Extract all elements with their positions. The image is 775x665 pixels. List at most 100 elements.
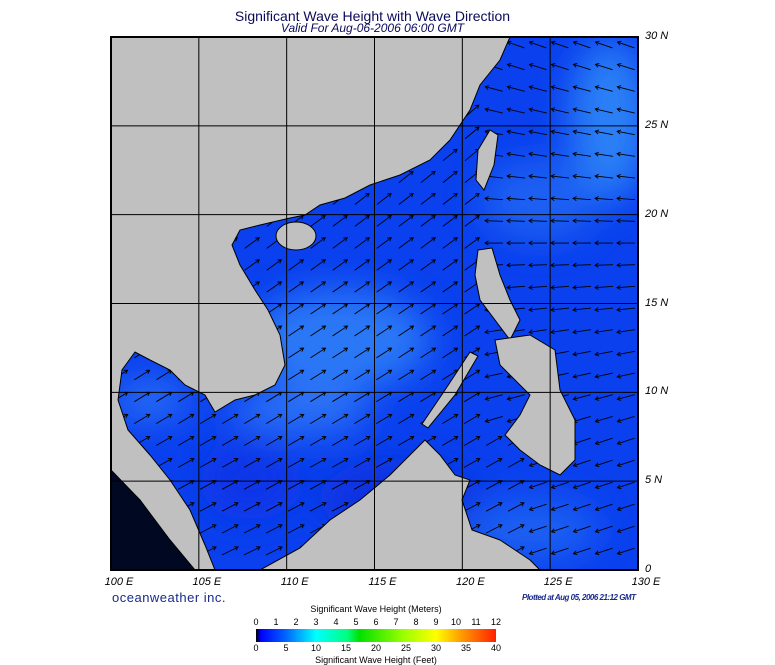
direction-arrow — [616, 196, 636, 201]
direction-arrow — [550, 107, 569, 114]
direction-arrow — [506, 62, 525, 71]
direction-arrow — [594, 394, 613, 401]
direction-arrow — [420, 325, 437, 337]
direction-arrow — [375, 435, 393, 446]
direction-arrow — [506, 240, 526, 246]
direction-arrow — [594, 151, 613, 157]
colorbar-tick: 12 — [490, 617, 502, 627]
direction-arrow — [506, 151, 525, 157]
direction-arrow — [463, 458, 481, 468]
direction-arrow — [199, 458, 217, 468]
direction-arrow — [572, 196, 592, 201]
direction-arrow — [398, 170, 414, 183]
direction-arrow — [616, 262, 636, 268]
direction-arrow — [484, 394, 503, 401]
direction-arrow — [464, 237, 480, 249]
direction-arrow — [506, 284, 526, 290]
lon-label: 100 E — [104, 576, 134, 588]
direction-arrow — [484, 240, 504, 246]
direction-arrow — [287, 435, 305, 446]
colorbar-tick: 15 — [340, 643, 352, 653]
colorbar-tick: 2 — [293, 617, 299, 627]
direction-arrow — [616, 85, 635, 92]
direction-arrow — [572, 307, 591, 313]
direction-arrow — [616, 372, 635, 379]
direction-arrow — [550, 503, 569, 512]
direction-arrow — [616, 240, 636, 246]
direction-arrow — [442, 259, 459, 271]
direction-arrow — [594, 307, 613, 313]
direction-arrow — [616, 218, 636, 224]
direction-arrow — [332, 347, 349, 359]
direction-arrow — [309, 458, 327, 468]
land-palawan — [421, 351, 479, 429]
direction-arrow — [484, 85, 503, 92]
land-visayas-mindanao — [494, 334, 576, 476]
land-borneo — [259, 439, 541, 570]
direction-arrow — [594, 85, 613, 92]
direction-arrow — [265, 435, 283, 446]
direction-arrow — [550, 481, 569, 490]
land-sumatra — [111, 469, 196, 570]
direction-arrow — [442, 281, 459, 293]
direction-arrow — [398, 215, 414, 227]
land-asia-mainland — [111, 37, 511, 570]
direction-arrow — [287, 524, 305, 534]
direction-arrow — [528, 173, 547, 179]
direction-arrow — [528, 525, 547, 534]
direction-arrow — [463, 435, 481, 446]
direction-arrow — [243, 524, 261, 534]
direction-arrow — [177, 435, 195, 446]
direction-arrow — [200, 413, 217, 424]
direction-arrow — [221, 458, 239, 468]
direction-arrow — [594, 218, 614, 224]
direction-arrow — [594, 107, 613, 114]
direction-arrow — [572, 262, 592, 268]
direction-arrow — [594, 459, 613, 468]
lat-label: 15 N — [645, 296, 669, 309]
colorbar-tick: 10 — [310, 643, 322, 653]
direction-arrow — [288, 259, 305, 271]
direction-arrow — [288, 347, 305, 359]
direction-arrow — [243, 502, 261, 512]
direction-arrow — [594, 329, 613, 335]
direction-arrow — [332, 369, 349, 381]
direction-arrow — [550, 62, 569, 71]
direction-arrow — [310, 325, 327, 337]
direction-arrow — [354, 237, 370, 249]
direction-arrow — [528, 218, 548, 224]
direction-arrow — [572, 85, 591, 92]
colorbar-tick: 11 — [471, 617, 481, 627]
direction-arrow — [221, 502, 239, 512]
direction-arrow — [594, 525, 613, 534]
direction-arrow — [441, 435, 459, 446]
direction-arrow — [616, 107, 635, 114]
direction-arrow — [310, 259, 327, 271]
colorbar-tick: 6 — [373, 617, 379, 627]
direction-arrow — [463, 502, 481, 512]
direction-arrow — [506, 107, 525, 114]
direction-arrow — [354, 369, 371, 381]
direction-arrow — [199, 524, 217, 534]
map-subtitle: Valid For Aug-06-2006 06:00 GMT — [280, 21, 465, 35]
direction-arrow — [485, 458, 503, 468]
colorbar-tick: 20 — [370, 643, 382, 653]
direction-arrow — [309, 502, 327, 512]
direction-arrow — [594, 240, 614, 246]
colorbar-tick: 40 — [490, 643, 502, 653]
lon-label: 120 E — [455, 576, 485, 588]
direction-arrow — [528, 62, 547, 71]
direction-arrow — [221, 435, 239, 446]
direction-arrow — [442, 170, 458, 183]
direction-arrow — [484, 196, 504, 201]
direction-arrow — [507, 524, 525, 534]
land-hainan — [275, 221, 317, 251]
direction-arrow — [616, 284, 636, 290]
direction-arrow — [398, 237, 414, 249]
direction-arrow — [616, 329, 635, 335]
direction-arrow — [221, 524, 239, 534]
direction-arrow — [156, 413, 173, 424]
direction-arrow — [310, 413, 327, 424]
direction-arrow — [594, 196, 614, 201]
map-title: Significant Wave Height with Wave Direct… — [234, 8, 511, 24]
